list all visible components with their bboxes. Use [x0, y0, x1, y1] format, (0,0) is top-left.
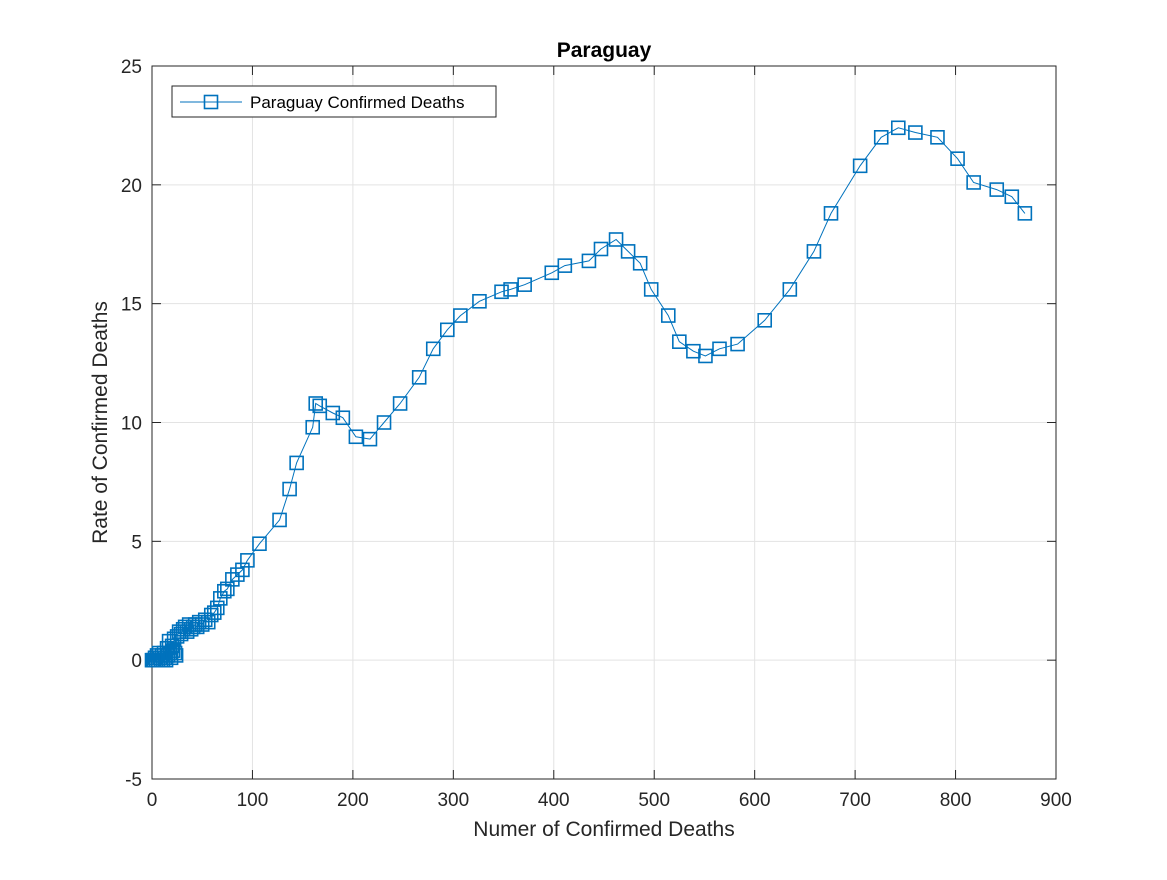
data-point-marker — [730, 336, 745, 352]
x-tick-label: 100 — [237, 790, 269, 811]
data-point-marker — [472, 293, 487, 309]
data-point-marker — [235, 562, 250, 578]
data-point-marker — [1004, 189, 1020, 205]
data-point-marker — [325, 405, 341, 421]
data-point-marker — [425, 341, 441, 357]
data-point-marker — [891, 120, 906, 136]
data-point-marker — [209, 600, 225, 616]
data-point-marker — [712, 341, 727, 357]
data-point-marker — [672, 334, 687, 349]
x-tick-label: 700 — [839, 790, 871, 811]
data-point-marker — [698, 348, 713, 364]
data-point-marker — [989, 182, 1005, 197]
data-point-marker — [362, 431, 378, 447]
y-tick-label: 15 — [121, 295, 142, 316]
y-tick-label: 0 — [131, 651, 142, 672]
x-tick-label: 600 — [739, 790, 771, 811]
data-point-marker — [272, 512, 287, 528]
chart-title: Paraguay — [557, 39, 652, 62]
data-point-marker — [225, 572, 240, 587]
data-point-marker — [494, 284, 509, 300]
data-point-marker — [581, 253, 597, 269]
y-tick-label: 5 — [131, 532, 142, 553]
y-tick-label: -5 — [125, 770, 142, 791]
data-point-marker — [782, 282, 798, 297]
x-tick-label: 900 — [1040, 790, 1072, 811]
legend: Paraguay Confirmed Deaths — [171, 85, 497, 118]
data-point-marker — [620, 244, 636, 259]
data-point-marker — [632, 255, 648, 271]
data-point-marker — [411, 370, 427, 385]
data-point-marker — [376, 415, 392, 430]
data-point-marker — [908, 125, 923, 140]
x-tick-label: 800 — [940, 790, 972, 811]
data-point-marker — [757, 313, 773, 328]
data-point-marker — [392, 396, 408, 411]
data-point-marker — [305, 419, 321, 435]
data-point-marker — [852, 158, 868, 174]
data-point-marker — [165, 643, 181, 658]
data-point-marker — [217, 583, 232, 599]
data-point-marker — [643, 282, 659, 297]
data-point-marker — [930, 130, 945, 145]
x-tick-label: 0 — [147, 790, 158, 811]
legend-label: Paraguay Confirmed Deaths — [250, 93, 465, 112]
data-point-marker — [240, 553, 255, 568]
data-point-marker — [686, 343, 701, 359]
data-point-marker — [335, 410, 351, 426]
data-point-marker — [252, 536, 267, 552]
data-point-marker — [517, 277, 532, 292]
x-tick-label: 300 — [437, 790, 469, 811]
data-point-marker — [289, 455, 304, 471]
data-point-marker — [230, 567, 245, 582]
data-point-marker — [282, 481, 297, 497]
y-tick-label: 10 — [121, 414, 142, 435]
data-point-marker — [557, 258, 573, 273]
data-point-marker — [440, 322, 455, 338]
data-point-marker — [206, 605, 222, 620]
legend-marker-square — [203, 94, 219, 110]
data-point-marker — [167, 645, 183, 661]
data-point-marker — [1017, 206, 1033, 221]
y-ticks: -5 0 5 10 15 20 25 — [121, 57, 1056, 791]
data-point-marker — [220, 581, 235, 597]
data-point-marker — [806, 244, 822, 259]
data-point-marker — [453, 308, 468, 323]
x-tick-label: 400 — [538, 790, 570, 811]
x-ticks: 0 100 200 300 400 500 600 700 800 900 — [147, 66, 1072, 811]
data-point-marker — [873, 130, 889, 145]
y-axis-label: Rate of Confirmed Deaths — [89, 301, 112, 544]
data-point-marker — [823, 206, 839, 221]
y-tick-label: 25 — [121, 57, 142, 78]
data-point-marker — [308, 396, 324, 411]
data-point-marker — [660, 308, 676, 323]
data-point-marker — [966, 175, 981, 190]
data-point-marker — [168, 648, 184, 663]
y-tick-label: 20 — [121, 176, 142, 197]
x-tick-label: 200 — [337, 790, 369, 811]
data-point-marker — [950, 151, 965, 166]
data-point-marker — [348, 429, 364, 445]
x-axis-label: Numer of Confirmed Deaths — [473, 818, 734, 841]
series-group — [144, 120, 1033, 668]
data-point-marker — [503, 282, 518, 297]
data-point-marker — [608, 232, 624, 247]
x-tick-label: 500 — [638, 790, 670, 811]
data-point-marker — [593, 241, 609, 257]
